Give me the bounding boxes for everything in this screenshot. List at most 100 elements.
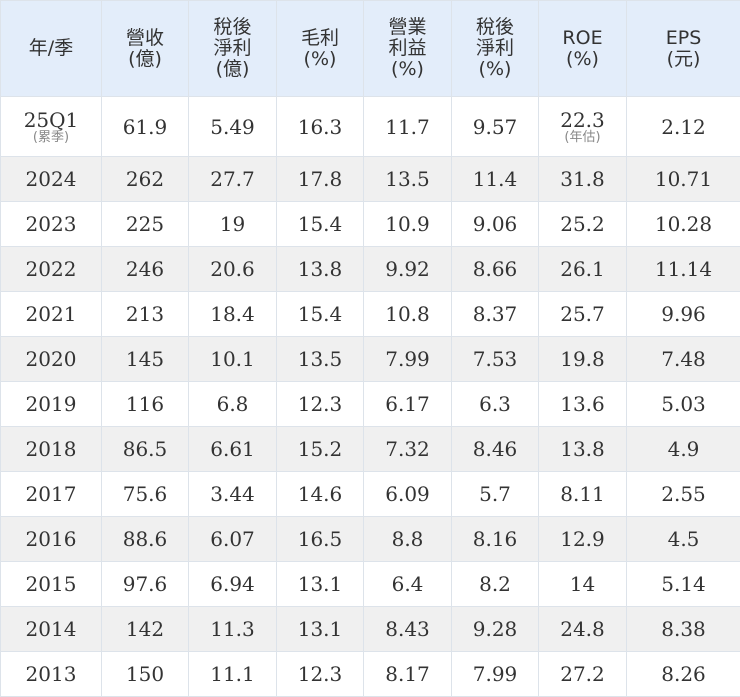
cell-operating-margin: 8.17 bbox=[364, 652, 452, 697]
cell-roe: 31.8 bbox=[539, 157, 627, 202]
cell-eps: 10.71 bbox=[627, 157, 740, 202]
cell-net-margin: 8.16 bbox=[452, 517, 539, 562]
cell-gross-margin: 15.4 bbox=[277, 292, 364, 337]
cell-operating-margin: 7.32 bbox=[364, 427, 452, 472]
cell-operating-margin: 8.43 bbox=[364, 607, 452, 652]
cell-net-margin: 11.4 bbox=[452, 157, 539, 202]
cell-gross-margin: 13.5 bbox=[277, 337, 364, 382]
cell-operating-margin: 8.8 bbox=[364, 517, 452, 562]
cell-roe: 12.9 bbox=[539, 517, 627, 562]
cell-revenue: 61.9 bbox=[102, 97, 189, 157]
header-row: 年/季 營收(億) 稅後淨利(億) 毛利(%) 營業利益(%) 稅後淨利(%) … bbox=[1, 1, 740, 97]
cell-revenue: 150 bbox=[102, 652, 189, 697]
cell-net-margin: 8.46 bbox=[452, 427, 539, 472]
cell-net-margin: 8.66 bbox=[452, 247, 539, 292]
cell-operating-margin: 11.7 bbox=[364, 97, 452, 157]
cell-eps: 11.14 bbox=[627, 247, 740, 292]
cell-net-margin: 9.06 bbox=[452, 202, 539, 247]
cell-period: 2024 bbox=[1, 157, 102, 202]
cell-eps: 8.38 bbox=[627, 607, 740, 652]
cell-roe: 22.3 (年估) bbox=[539, 97, 627, 157]
cell-revenue: 88.6 bbox=[102, 517, 189, 562]
cell-period: 2022 bbox=[1, 247, 102, 292]
cell-net-income: 6.07 bbox=[189, 517, 277, 562]
cell-eps: 2.12 bbox=[627, 97, 740, 157]
cell-revenue: 75.6 bbox=[102, 472, 189, 517]
cell-net-margin: 6.3 bbox=[452, 382, 539, 427]
cell-roe: 25.2 bbox=[539, 202, 627, 247]
cell-gross-margin: 17.8 bbox=[277, 157, 364, 202]
cell-gross-margin: 13.1 bbox=[277, 562, 364, 607]
header-operating-margin: 營業利益(%) bbox=[364, 1, 452, 97]
cell-net-income: 3.44 bbox=[189, 472, 277, 517]
cell-operating-margin: 9.92 bbox=[364, 247, 452, 292]
cell-eps: 5.14 bbox=[627, 562, 740, 607]
cell-revenue: 213 bbox=[102, 292, 189, 337]
period-note: (累季) bbox=[1, 131, 101, 145]
cell-revenue: 142 bbox=[102, 607, 189, 652]
table-header: 年/季 營收(億) 稅後淨利(億) 毛利(%) 營業利益(%) 稅後淨利(%) … bbox=[1, 1, 740, 97]
cell-eps: 9.96 bbox=[627, 292, 740, 337]
cell-operating-margin: 6.4 bbox=[364, 562, 452, 607]
cell-operating-margin: 6.09 bbox=[364, 472, 452, 517]
cell-gross-margin: 15.2 bbox=[277, 427, 364, 472]
cell-roe: 8.11 bbox=[539, 472, 627, 517]
cell-revenue: 97.6 bbox=[102, 562, 189, 607]
cell-roe: 25.7 bbox=[539, 292, 627, 337]
table-row-latest: 25Q1 (累季) 61.9 5.49 16.3 11.7 9.57 22.3 … bbox=[1, 97, 740, 157]
cell-net-margin: 5.7 bbox=[452, 472, 539, 517]
roe-value: 22.3 bbox=[539, 109, 626, 131]
cell-net-income: 10.1 bbox=[189, 337, 277, 382]
cell-eps: 4.9 bbox=[627, 427, 740, 472]
cell-operating-margin: 6.17 bbox=[364, 382, 452, 427]
cell-period: 2017 bbox=[1, 472, 102, 517]
cell-operating-margin: 10.8 bbox=[364, 292, 452, 337]
cell-period: 25Q1 (累季) bbox=[1, 97, 102, 157]
cell-net-income: 11.3 bbox=[189, 607, 277, 652]
cell-operating-margin: 13.5 bbox=[364, 157, 452, 202]
cell-net-margin: 9.57 bbox=[452, 97, 539, 157]
period-value: 25Q1 bbox=[1, 109, 101, 131]
cell-net-income: 19 bbox=[189, 202, 277, 247]
header-roe: ROE(%) bbox=[539, 1, 627, 97]
cell-net-income: 27.7 bbox=[189, 157, 277, 202]
cell-revenue: 246 bbox=[102, 247, 189, 292]
cell-roe: 24.8 bbox=[539, 607, 627, 652]
cell-gross-margin: 13.8 bbox=[277, 247, 364, 292]
cell-operating-margin: 7.99 bbox=[364, 337, 452, 382]
cell-roe: 13.8 bbox=[539, 427, 627, 472]
table-body: 25Q1 (累季) 61.9 5.49 16.3 11.7 9.57 22.3 … bbox=[1, 97, 740, 697]
header-eps: EPS(元) bbox=[627, 1, 740, 97]
cell-eps: 8.26 bbox=[627, 652, 740, 697]
cell-net-income: 18.4 bbox=[189, 292, 277, 337]
cell-roe: 19.8 bbox=[539, 337, 627, 382]
cell-period: 2019 bbox=[1, 382, 102, 427]
cell-eps: 5.03 bbox=[627, 382, 740, 427]
header-net-income: 稅後淨利(億) bbox=[189, 1, 277, 97]
cell-net-margin: 8.2 bbox=[452, 562, 539, 607]
cell-period: 2018 bbox=[1, 427, 102, 472]
cell-net-margin: 8.37 bbox=[452, 292, 539, 337]
cell-eps: 10.28 bbox=[627, 202, 740, 247]
cell-eps: 7.48 bbox=[627, 337, 740, 382]
cell-roe: 27.2 bbox=[539, 652, 627, 697]
cell-period: 2016 bbox=[1, 517, 102, 562]
cell-operating-margin: 10.9 bbox=[364, 202, 452, 247]
header-gross-margin: 毛利(%) bbox=[277, 1, 364, 97]
cell-gross-margin: 16.5 bbox=[277, 517, 364, 562]
cell-roe: 13.6 bbox=[539, 382, 627, 427]
cell-eps: 4.5 bbox=[627, 517, 740, 562]
